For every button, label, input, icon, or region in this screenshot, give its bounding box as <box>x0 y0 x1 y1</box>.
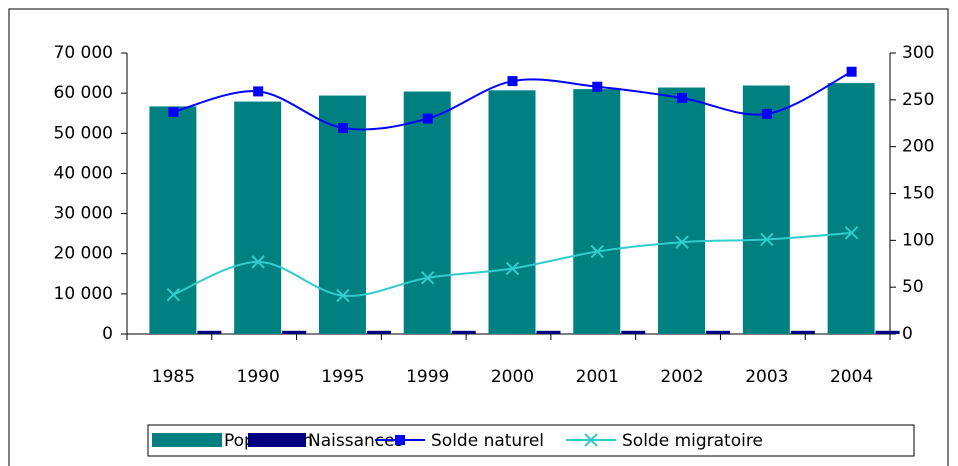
marker <box>760 232 774 247</box>
marker <box>592 81 603 92</box>
y2-tick-label: 100 <box>902 230 934 250</box>
legend-marker <box>584 433 598 447</box>
bar <box>488 90 536 334</box>
legend-swatch <box>248 433 306 447</box>
bar <box>790 330 815 334</box>
y-tick-label: 30 000 <box>54 204 113 224</box>
y-tick-label: 50 000 <box>54 123 113 143</box>
x-tick-label: 1985 <box>152 367 195 387</box>
bar <box>706 330 731 334</box>
y2-tick-label: 0 <box>902 324 913 344</box>
marker <box>421 271 435 285</box>
bar <box>536 330 561 334</box>
x-tick-label: 2000 <box>491 367 534 387</box>
bar <box>149 106 197 334</box>
x-tick-label: 1999 <box>406 367 449 387</box>
bar <box>197 330 222 334</box>
chart-frame <box>8 8 949 466</box>
bar <box>827 83 875 334</box>
legend-label: Solde naturel <box>431 431 544 451</box>
marker <box>846 66 857 77</box>
legend-box <box>147 424 915 457</box>
x-tick-label: 1995 <box>321 367 364 387</box>
marker <box>844 226 859 240</box>
bar <box>366 330 391 334</box>
marker <box>505 261 520 276</box>
y-tick-label: 60 000 <box>54 83 113 103</box>
x-tick-label: 1990 <box>237 367 280 387</box>
y2-tick-label: 50 <box>902 277 924 297</box>
marker <box>507 76 518 87</box>
y2-tick-label: 300 <box>902 43 934 63</box>
x-tick-label: 2001 <box>576 367 619 387</box>
marker <box>677 92 688 103</box>
x-tick-label: 2002 <box>660 367 703 387</box>
bar <box>621 330 646 334</box>
x-tick-label: 2003 <box>745 367 788 387</box>
bar <box>282 330 307 334</box>
marker <box>590 244 604 259</box>
bar <box>234 101 282 334</box>
y-tick-label: 10 000 <box>54 284 113 304</box>
legend-swatch <box>152 433 222 447</box>
y-tick-label: 0 <box>102 324 113 344</box>
legend-label: Naissances <box>308 431 404 451</box>
bar <box>403 91 451 334</box>
y2-tick-label: 150 <box>902 184 934 204</box>
marker <box>675 235 689 249</box>
bar <box>451 330 476 334</box>
y-tick-label: 70 000 <box>54 43 113 63</box>
marker <box>761 108 772 119</box>
y-tick-label: 20 000 <box>54 244 113 264</box>
bar <box>658 87 706 334</box>
bar <box>573 89 621 334</box>
marker <box>337 122 348 133</box>
marker <box>251 255 265 269</box>
x-tick-label: 2004 <box>830 367 873 387</box>
marker <box>253 86 264 97</box>
marker <box>166 287 181 302</box>
y2-tick-label: 200 <box>902 137 934 157</box>
marker <box>168 107 179 118</box>
bar <box>742 85 790 334</box>
y2-tick-label: 250 <box>902 90 934 110</box>
legend-marker <box>395 435 405 445</box>
marker <box>422 113 433 124</box>
marker <box>336 288 350 303</box>
bar <box>875 330 900 334</box>
y-tick-label: 40 000 <box>54 163 113 183</box>
legend-label: Solde migratoire <box>622 431 763 451</box>
